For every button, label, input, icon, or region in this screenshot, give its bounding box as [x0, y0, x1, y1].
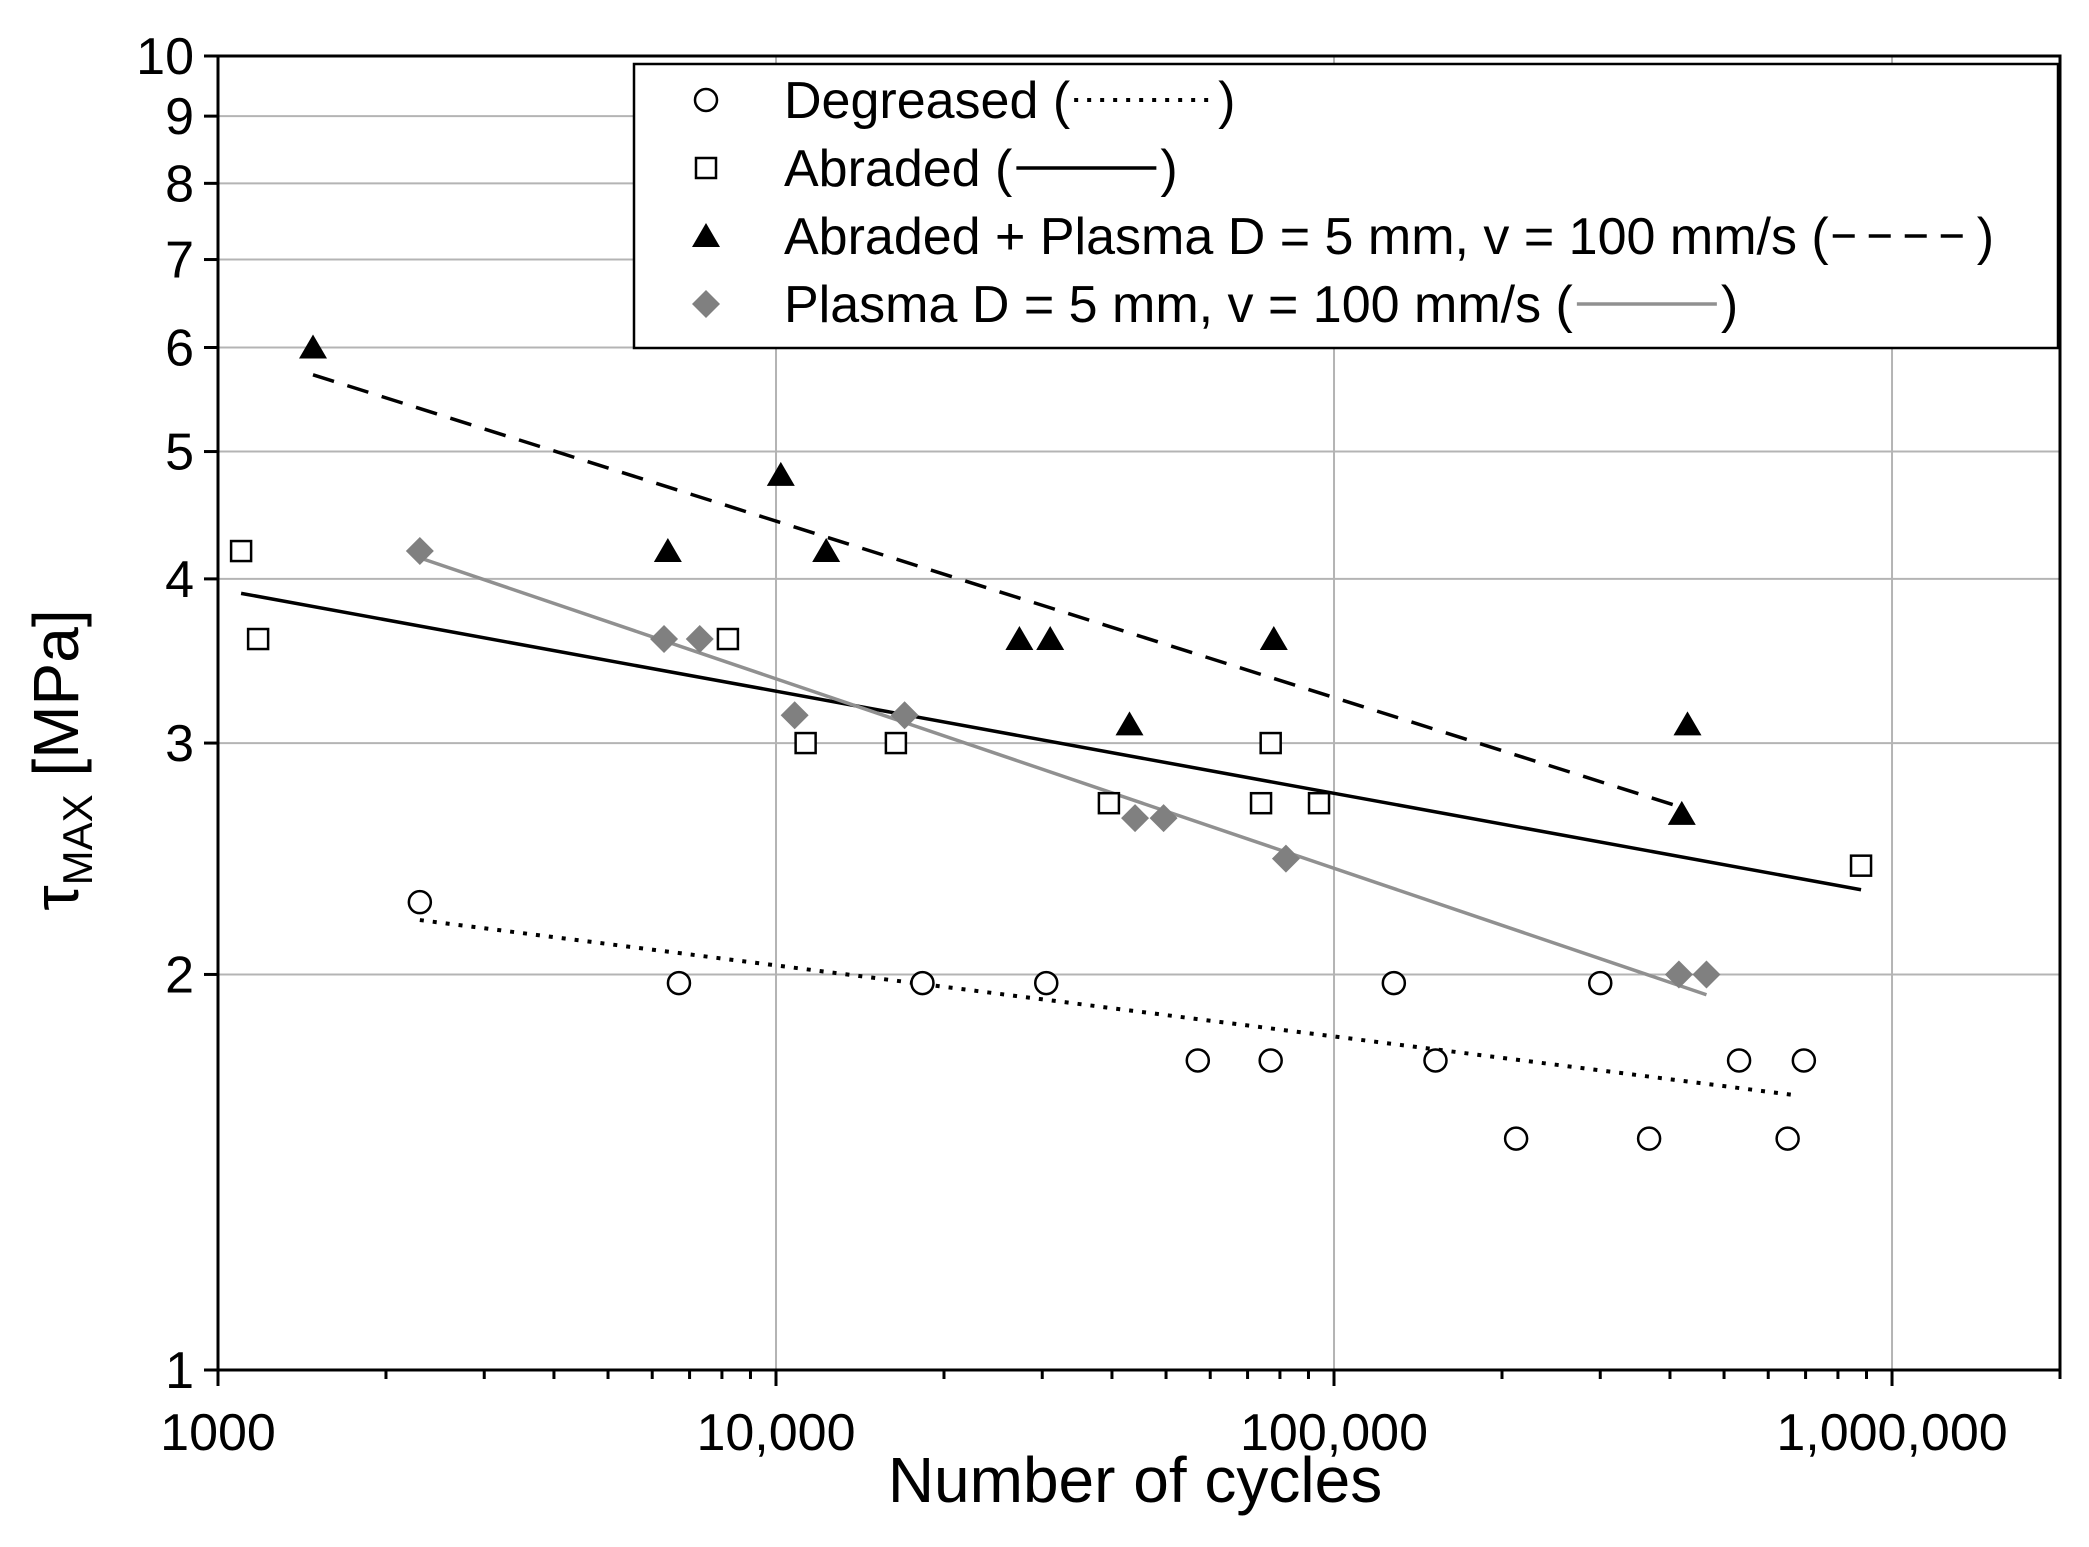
data-point-series-3: [1036, 626, 1065, 651]
data-point-series-3: [1115, 711, 1144, 736]
data-point-series-1: [1034, 970, 1059, 996]
data-point-series-4: [1121, 804, 1150, 833]
data-point-series-3: [299, 334, 328, 359]
data-point-series-3: [1673, 711, 1702, 736]
legend-marker-series-2: [694, 156, 718, 180]
fit-line-series-4: [419, 556, 1708, 997]
data-point-series-4: [405, 537, 434, 566]
x-axis-title: Number of cycles: [888, 1444, 1382, 1516]
legend-label-series-3: Abraded + Plasma D = 5 mm, v = 100 mm/s …: [784, 208, 1829, 266]
data-point-series-1: [1258, 1048, 1283, 1073]
data-point-series-4: [780, 701, 809, 730]
x-tick-label: 1,000,000: [1776, 1404, 2007, 1462]
y-axis-title-unit: [MPa]: [20, 609, 92, 794]
y-tick-label: 10: [136, 28, 194, 86]
fit-lines: [240, 373, 1862, 1097]
legend-marker-series-1: [693, 87, 719, 113]
x-tick-label: 100,000: [1240, 1404, 1428, 1462]
data-point-series-1: [1381, 970, 1407, 996]
y-tick-label: 5: [165, 424, 194, 482]
plot-frame: [216, 54, 2062, 1372]
data-point-series-2: [246, 627, 270, 651]
legend-close-paren: ): [1160, 140, 1177, 198]
data-point-series-1: [1726, 1048, 1752, 1073]
y-tick-label: 6: [165, 320, 194, 378]
data-point-series-3: [1259, 626, 1288, 651]
fit-line-series-1: [419, 918, 1792, 1097]
data-point-series-1: [1791, 1048, 1817, 1073]
data-point-series-1: [1185, 1048, 1211, 1073]
data-point-series-4: [890, 701, 919, 730]
data-point-series-2: [1249, 791, 1273, 815]
data-point-series-1: [910, 970, 935, 996]
data-point-series-4: [650, 625, 679, 654]
data-point-series-1: [1503, 1126, 1529, 1151]
y-tick-label: 1: [165, 1342, 194, 1400]
data-point-series-1: [407, 889, 433, 915]
data-point-series-2: [1259, 731, 1282, 755]
y-tick-label: 8: [165, 155, 194, 213]
legend-close-paren: ): [1721, 276, 1738, 334]
data-point-series-3: [1667, 800, 1696, 825]
y-axis-title-symbol: τ: [20, 885, 92, 910]
data-point-series-4: [1271, 844, 1300, 873]
legend-label-series-1: Degreased (: [784, 72, 1071, 130]
fit-line-series-2: [240, 591, 1862, 892]
data-point-series-3: [1005, 626, 1034, 651]
y-tick-label: 9: [165, 88, 194, 146]
x-tick-label: 10,000: [696, 1404, 855, 1462]
data-point-series-2: [1307, 791, 1331, 815]
legend-close-paren: ): [1977, 208, 1994, 266]
data-point-series-4: [685, 625, 714, 654]
data-point-series-1: [1775, 1126, 1800, 1151]
axis-tick-labels: 1000 10,000 100,000 1,000,000 1 2 3 4 5 6 7 8 910: [136, 28, 2008, 1462]
data-point-series-1: [1423, 1048, 1448, 1073]
legend-label-series-4: Plasma D = 5 mm, v = 100 mm/s (: [784, 276, 1574, 334]
legend-label-series-2: Abraded (: [784, 140, 1013, 198]
x-tick-label: 1000: [160, 1404, 276, 1462]
data-point-series-3: [812, 538, 841, 563]
data-point-series-2: [716, 627, 740, 651]
data-point-series-3: [653, 538, 682, 563]
data-point-series-1: [1588, 970, 1613, 996]
y-tick-label: 4: [165, 551, 194, 609]
data-point-series-4: [1692, 960, 1721, 989]
data-point-series-2: [1097, 791, 1121, 815]
y-axis-title: τMAX [MPa]: [20, 609, 101, 910]
legend-close-paren: ): [1218, 72, 1235, 130]
data-markers: [229, 334, 1873, 1151]
data-point-series-3: [766, 461, 795, 486]
data-point-series-2: [229, 539, 253, 563]
legend-box: [632, 62, 2060, 350]
y-tick-label: 2: [165, 946, 194, 1004]
data-point-series-2: [884, 731, 908, 755]
fit-line-series-3: [312, 373, 1683, 810]
legend-marker-series-4: [692, 290, 720, 318]
data-point-series-1: [1636, 1126, 1662, 1151]
legend-marker-series-3: [692, 223, 720, 247]
data-point-series-4: [1664, 960, 1693, 989]
y-axis-title-subscript: MAX: [54, 794, 101, 885]
y-tick-label: 7: [165, 232, 194, 290]
y-tick-label: 3: [165, 715, 194, 773]
data-point-series-1: [666, 970, 692, 996]
data-point-series-4: [1149, 804, 1178, 833]
data-point-series-2: [1849, 854, 1873, 877]
data-point-series-2: [794, 731, 817, 755]
legend: Degreased () Abraded () Abraded + Plasma D…: [632, 62, 2060, 350]
axis-ticks: [204, 54, 2062, 1386]
